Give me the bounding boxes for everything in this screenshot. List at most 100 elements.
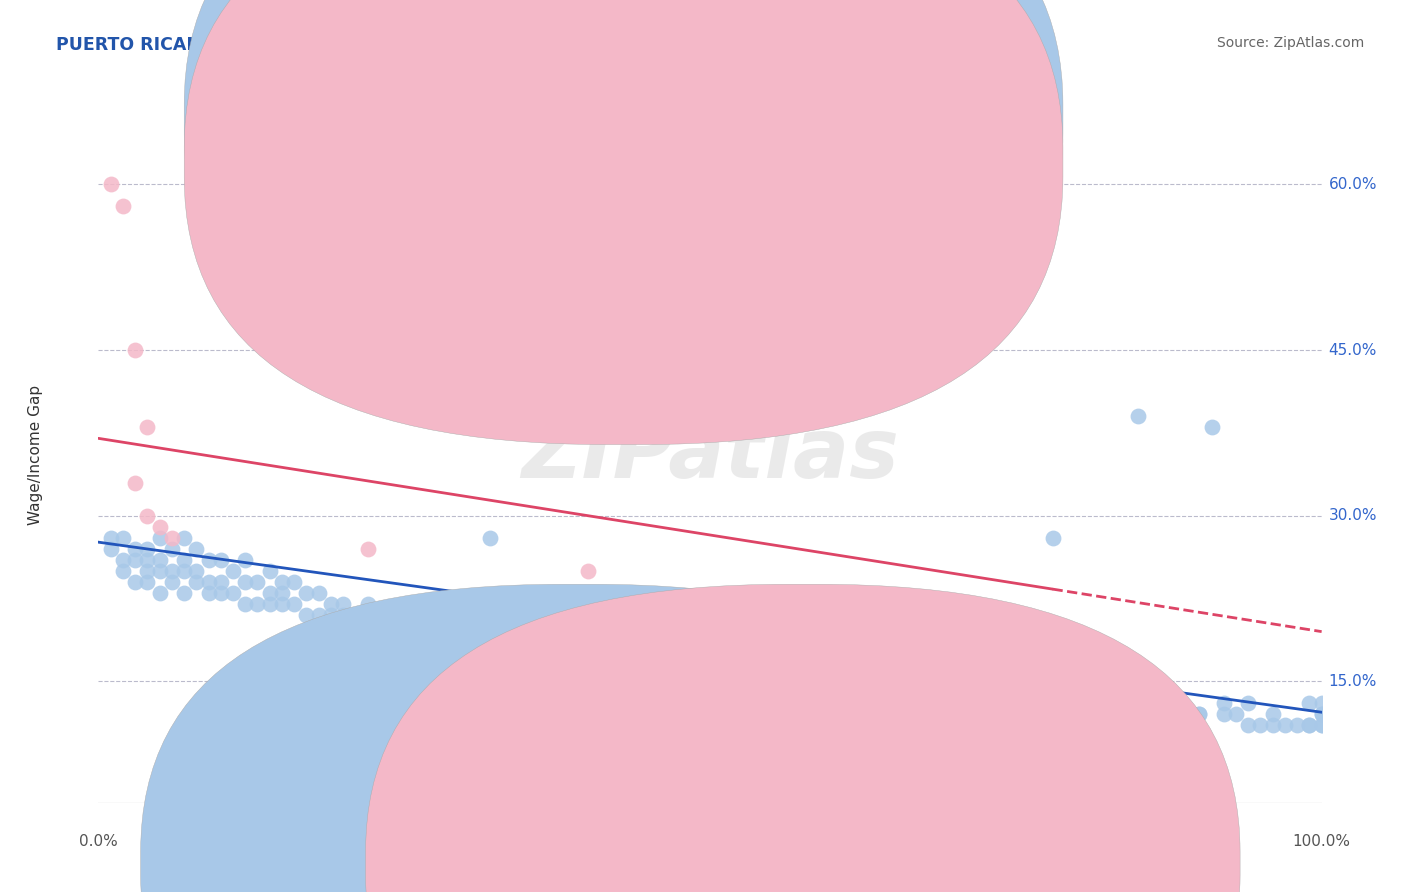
Point [186,574,208,589]
Point [124,553,146,567]
Point [149,586,172,600]
Point [124,574,146,589]
Point [136,564,159,578]
Text: 15.0%: 15.0% [1329,673,1376,689]
Point [173,564,195,578]
Point [111,564,134,578]
Point [124,475,146,490]
Point [100,541,122,556]
Point [1310,697,1333,711]
Point [1298,697,1320,711]
Point [943,619,966,633]
Point [797,663,820,677]
Point [368,608,391,623]
Point [197,553,219,567]
Point [1201,420,1223,434]
Point [100,178,122,192]
Point [1102,707,1125,722]
Point [1066,697,1088,711]
Point [356,597,378,611]
Text: PUERTO RICAN VS TSIMSHIAN WAGE/INCOME GAP CORRELATION CHART: PUERTO RICAN VS TSIMSHIAN WAGE/INCOME GA… [56,36,759,54]
Point [319,608,342,623]
Text: 100.0%: 100.0% [1292,834,1351,849]
Point [1090,697,1112,711]
Point [197,586,219,600]
Point [626,641,648,656]
Point [160,541,183,556]
Point [1310,707,1333,722]
Point [160,531,183,545]
Point [589,641,612,656]
Point [576,564,599,578]
Text: 45.0%: 45.0% [1329,343,1376,358]
Point [540,630,562,644]
Point [233,553,256,567]
Point [699,763,721,777]
Point [209,574,232,589]
Point [381,619,404,633]
Point [136,420,159,434]
Point [418,619,440,633]
Point [527,630,550,644]
Point [883,608,905,623]
Point [295,608,318,623]
Point [1237,697,1260,711]
Point [283,574,305,589]
Point [392,608,416,623]
Point [454,630,477,644]
Point [1298,718,1320,732]
Point [662,641,685,656]
Point [246,597,269,611]
Point [222,586,245,600]
Point [259,586,281,600]
Text: 0.0%: 0.0% [79,834,118,849]
Point [785,663,807,677]
Text: N =: N = [813,111,849,128]
Point [160,564,183,578]
Point [405,619,427,633]
Point [111,199,134,213]
Point [1115,697,1137,711]
Point [993,685,1015,699]
Point [209,553,232,567]
Point [711,652,734,666]
Text: Wage/Income Gap: Wage/Income Gap [28,384,42,525]
Point [136,574,159,589]
Point [173,553,195,567]
Point [295,586,318,600]
Point [637,354,661,368]
Point [1066,630,1088,644]
Point [149,531,172,545]
Point [1128,409,1150,424]
Text: -0.524: -0.524 [711,111,770,128]
Point [173,531,195,545]
Text: Tsimshian: Tsimshian [830,856,904,871]
Point [1188,707,1211,722]
Point [197,574,219,589]
Point [270,597,294,611]
Point [1212,697,1234,711]
Point [1249,718,1271,732]
Point [186,541,208,556]
Point [491,630,513,644]
Point [1004,619,1026,633]
Point [503,630,526,644]
Point [136,508,159,523]
Text: -0.477: -0.477 [711,153,770,171]
Point [1042,531,1064,545]
Point [675,641,697,656]
Point [222,564,245,578]
Point [1310,718,1333,732]
Point [1298,718,1320,732]
Text: 60.0%: 60.0% [1329,177,1376,192]
Text: 30.0%: 30.0% [1329,508,1376,524]
Text: N =: N = [813,153,849,171]
Point [344,608,367,623]
Point [111,553,134,567]
Point [1212,707,1234,722]
Point [356,608,378,623]
Point [149,553,172,567]
Point [308,608,330,623]
Point [723,652,745,666]
Point [1164,707,1187,722]
